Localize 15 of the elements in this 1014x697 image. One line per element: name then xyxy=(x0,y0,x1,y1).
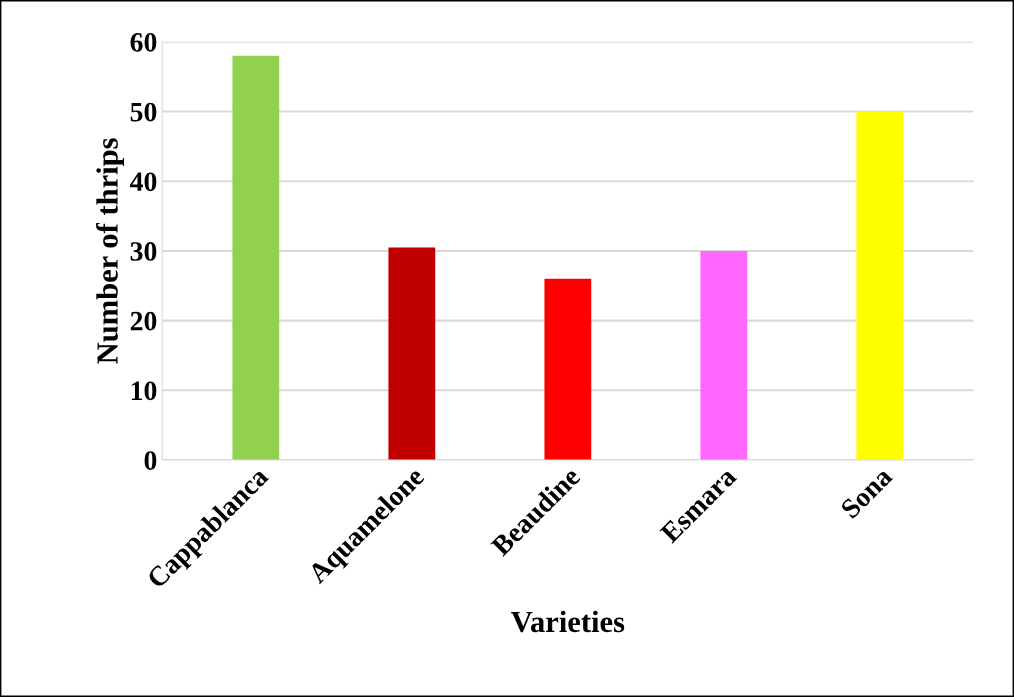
y-tick-label: 30 xyxy=(130,242,157,261)
y-tick-label: 40 xyxy=(129,172,157,192)
bar xyxy=(544,278,592,461)
y-axis-title: Number of thrips xyxy=(96,138,125,364)
x-axis-title: Varieties xyxy=(511,610,625,633)
bar xyxy=(856,111,904,461)
x-tick-label: Sona xyxy=(840,465,894,520)
bar xyxy=(700,250,748,461)
bar xyxy=(232,55,280,461)
y-tick-label: 0 xyxy=(144,451,157,470)
y-tick-label: 10 xyxy=(131,381,157,401)
y-tick-label: 60 xyxy=(130,32,157,52)
y-tick-label: 50 xyxy=(130,102,157,122)
bar xyxy=(388,247,436,461)
y-tick-label: 20 xyxy=(130,311,157,331)
